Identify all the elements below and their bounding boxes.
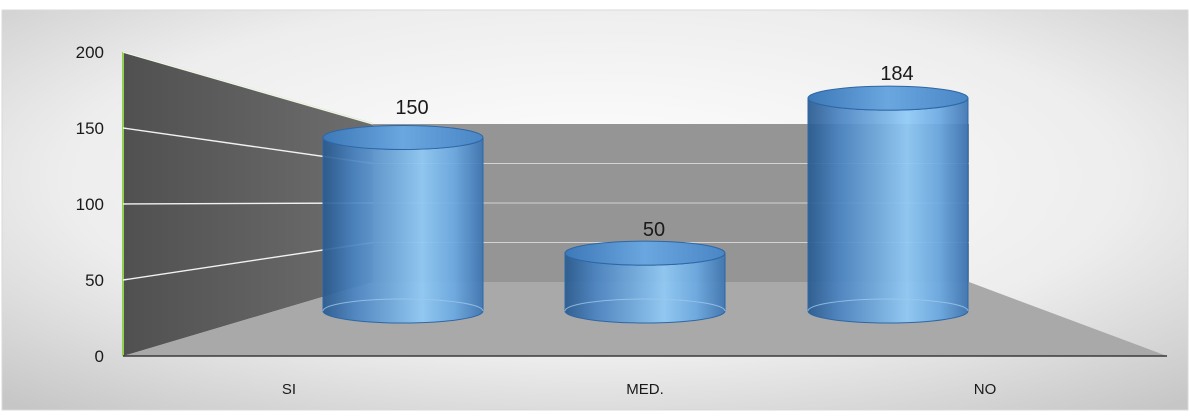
data-label: 50 bbox=[643, 219, 665, 241]
x-tick-label: NO bbox=[974, 381, 997, 398]
bar-si: 150 bbox=[322, 97, 484, 324]
bar-body bbox=[807, 97, 969, 324]
y-axis-ticks: 0 50 100 150 200 bbox=[76, 43, 104, 366]
y-tick-label: 200 bbox=[76, 43, 104, 62]
bar-body bbox=[322, 137, 484, 324]
bar-base-rim bbox=[322, 298, 484, 312]
x-tick-label: SI bbox=[282, 381, 296, 398]
bar-base-rim bbox=[807, 298, 969, 312]
bar-top bbox=[564, 240, 726, 266]
bars: 150 50 184 bbox=[322, 63, 969, 324]
bar-no: 184 bbox=[807, 63, 969, 324]
bar-base-rim bbox=[564, 298, 726, 312]
y-tick-label: 150 bbox=[76, 119, 104, 138]
y-tick-label: 50 bbox=[85, 271, 104, 290]
x-axis-ticks: SI MED. NO bbox=[282, 381, 996, 398]
y-tick-label: 100 bbox=[76, 195, 104, 214]
y-tick-label: 0 bbox=[95, 347, 104, 366]
x-tick-label: MED. bbox=[626, 381, 664, 398]
data-label: 184 bbox=[880, 63, 913, 85]
bar-med: 50 bbox=[564, 219, 726, 324]
data-label: 150 bbox=[395, 97, 428, 119]
bar-top bbox=[807, 85, 969, 111]
gridline-side bbox=[122, 51, 374, 125]
bar-top bbox=[322, 124, 484, 150]
